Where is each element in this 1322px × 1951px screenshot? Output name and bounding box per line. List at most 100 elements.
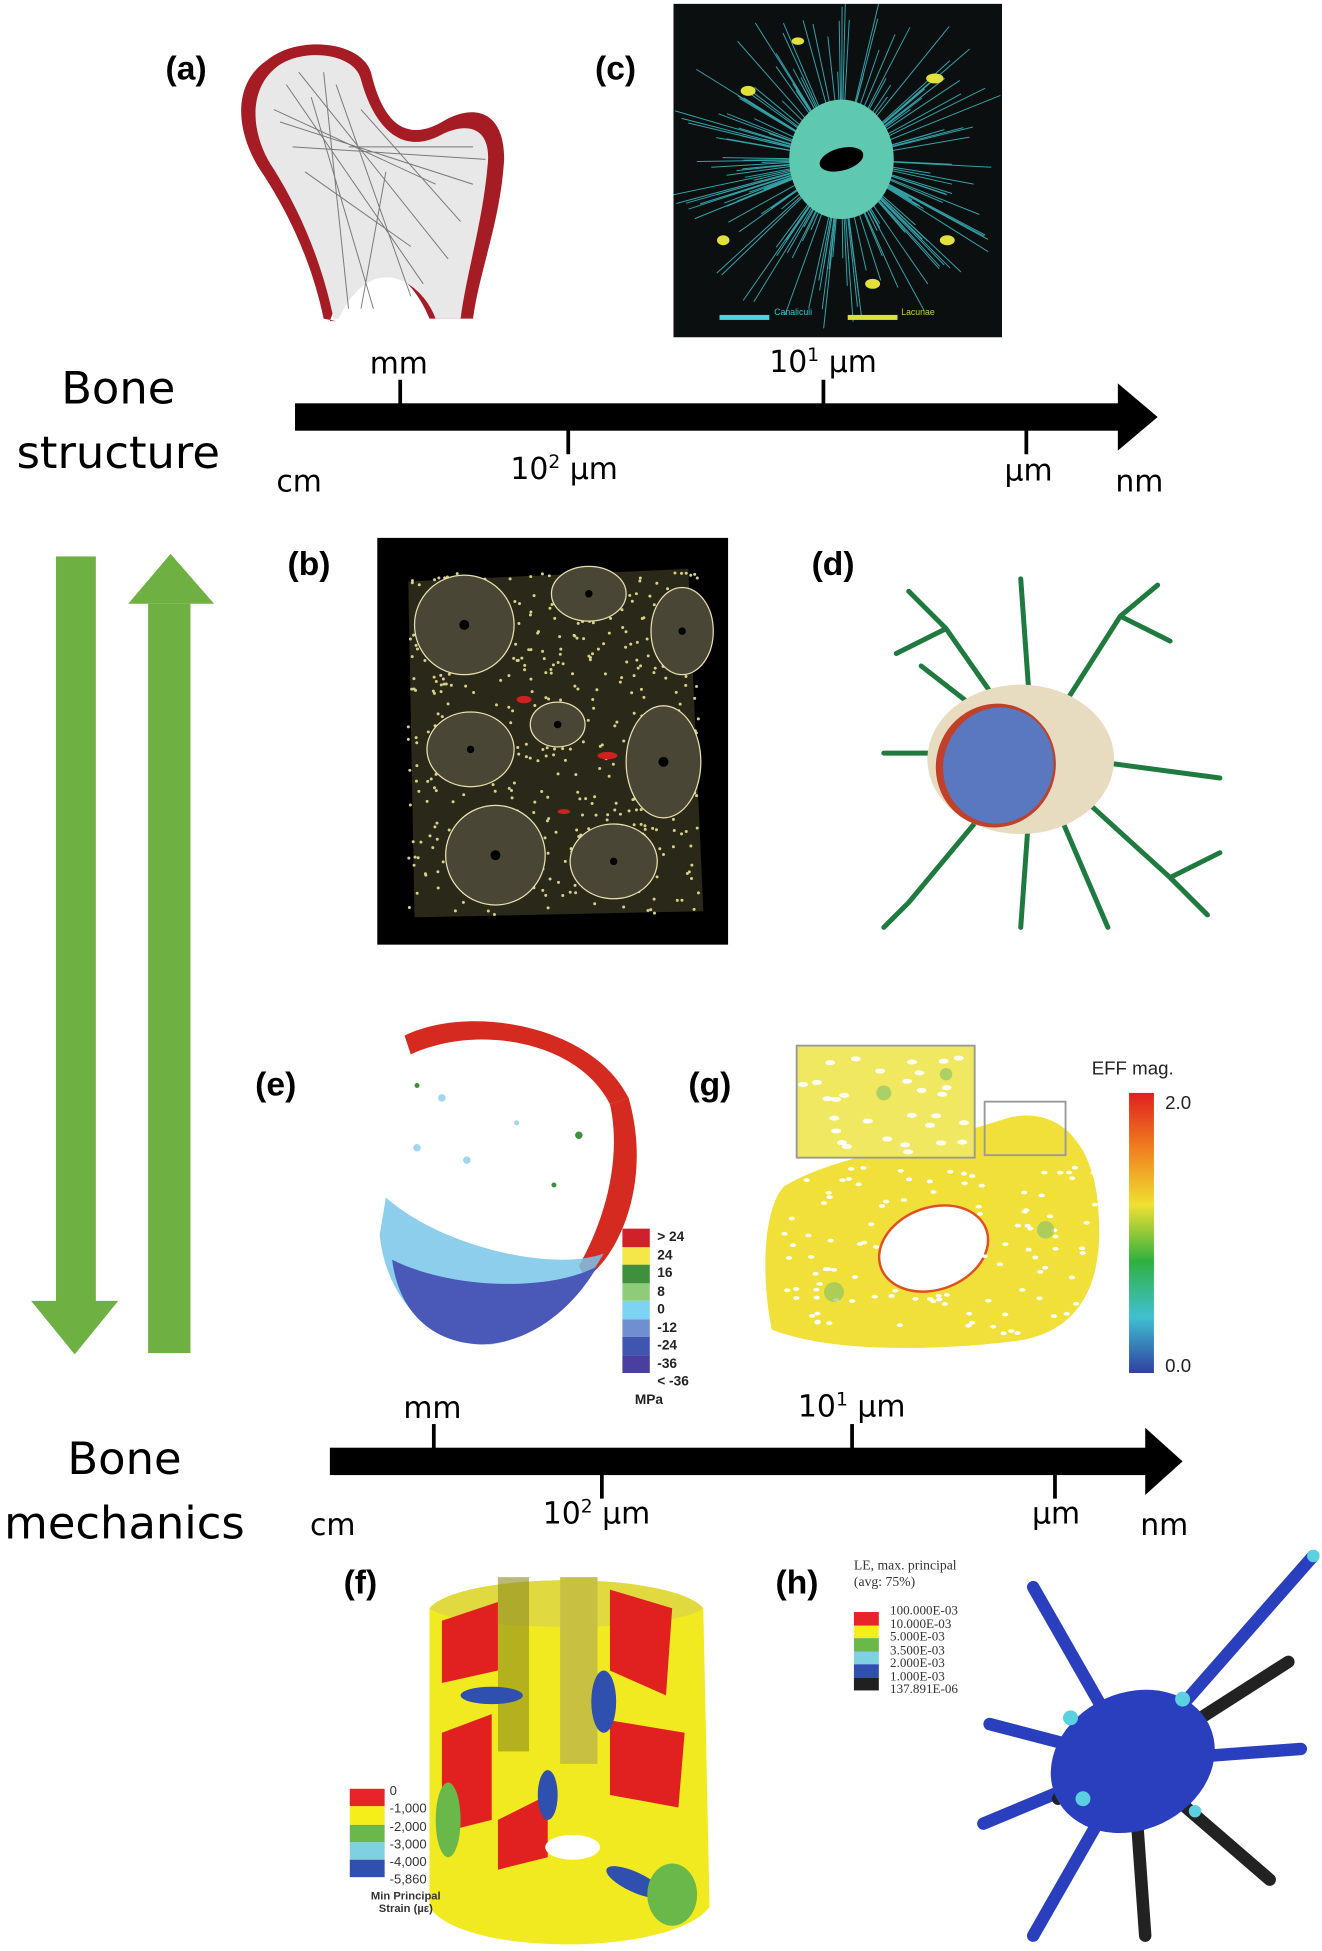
legend-swatch (853, 1664, 879, 1678)
le-legend: 100.000E-03 10.000E-03 5.000E-03 3.500E-03 2… (853, 1604, 958, 1697)
legend-tick-label: 100.000E-03 (890, 1604, 958, 1619)
legend-tick-label: -1,000 (389, 1801, 427, 1817)
legend-tick-label: -3,000 (389, 1837, 427, 1853)
canaliculi-swatch (719, 314, 770, 320)
base: 10 (510, 451, 549, 487)
legend-swatch (349, 1788, 385, 1807)
base: 10 (769, 344, 808, 380)
axis-start-cm: cm (276, 464, 322, 500)
legend-swatch (853, 1638, 879, 1652)
title-line: Min Principal (370, 1889, 441, 1902)
canaliculi-legend-label: Canaliculi (774, 308, 813, 318)
stress-legend-row: > 24 (622, 1228, 688, 1247)
bone-mechanics-title: Bone mechanics (0, 1425, 249, 1559)
lacuno-canalicular-image (673, 3, 1003, 338)
panel-label-b: (b) (287, 545, 331, 583)
legend-swatch (853, 1625, 879, 1639)
legend-swatch (349, 1806, 385, 1825)
stress-legend-row: < -36 (622, 1373, 689, 1391)
axis-end-nm: nm (1115, 464, 1164, 500)
bone-structure-title: Bone structure (0, 355, 237, 489)
unit: µm (602, 1496, 651, 1532)
stress-legend-row: 24 (622, 1246, 688, 1265)
title-line: Bone (61, 363, 176, 415)
femoral-neck-stress-image (376, 1021, 637, 1345)
legend-swatch (622, 1246, 650, 1265)
down-arrow-icon (31, 556, 119, 1355)
legend-swatch (622, 1300, 650, 1319)
title-line: mechanics (4, 1498, 245, 1550)
osteocyte-3d-image (881, 576, 1223, 930)
legend-label: -24 (657, 1338, 678, 1354)
stress-legend-row: -36 (622, 1354, 688, 1374)
lacunae-swatch (847, 314, 898, 320)
up-arrow-icon (128, 553, 215, 1354)
tick-label-um: µm (1004, 453, 1053, 488)
stress-legend-row: -24 (622, 1336, 688, 1355)
legend-label: 8 (657, 1284, 665, 1300)
legend-label: -36 (657, 1356, 678, 1372)
legend-swatch (622, 1282, 650, 1301)
exponent: 1 (807, 343, 820, 366)
legend-swatch (853, 1651, 879, 1665)
le-legend-title: LE, max. principal (avg: 75%) (854, 1558, 957, 1590)
osteocyte-fe-model-image (977, 1549, 1320, 1942)
legend-label: < -36 (657, 1374, 689, 1390)
legend-label: 16 (657, 1266, 673, 1282)
colorbar-title: EFF mag. (1091, 1058, 1174, 1080)
scale-arrow-bottom (329, 1424, 1183, 1499)
exponent: 2 (580, 1495, 593, 1518)
legend-label: -12 (657, 1320, 678, 1336)
legend-swatch (622, 1336, 650, 1355)
legend-tick-label: 3.500E-03 (890, 1643, 945, 1658)
stress-legend-row: 8 (622, 1282, 688, 1301)
stress-legend: > 24 24 16 8 0 -12 -24 -36 < -36 MPa (622, 1228, 689, 1408)
legend-tick-label: -4,000 (389, 1854, 427, 1870)
panel-label-a: (a) (165, 49, 207, 88)
title-line: LE, max. principal (853, 1558, 957, 1574)
tick-label-100um: 102 µm (543, 1495, 651, 1531)
legend-tick-label: -5,860 (389, 1872, 427, 1888)
legend-swatch (853, 1612, 879, 1626)
osteon-strain-image (765, 1044, 1100, 1348)
panel-label-e: (e) (255, 1065, 297, 1103)
legend-swatch (622, 1354, 650, 1374)
tick-label-mm: mm (403, 1390, 462, 1426)
legend-swatch (349, 1824, 385, 1843)
panel-label-d: (d) (811, 545, 855, 583)
tick-label-mm: mm (369, 346, 428, 381)
legend-label: 0 (657, 1302, 665, 1318)
strain-legend-title: Min Principal Strain (µε) (350, 1889, 462, 1914)
legend-label: 24 (657, 1248, 673, 1264)
stress-legend-row: 16 (622, 1264, 688, 1283)
axis-end-nm: nm (1140, 1507, 1189, 1543)
tick-label-um: µm (1031, 1496, 1081, 1532)
stress-legend-row: 0 (622, 1300, 688, 1319)
panel-label-g: (g) (688, 1065, 732, 1103)
stress-unit: MPa (634, 1392, 664, 1408)
unit: µm (857, 1389, 906, 1425)
panel-label-h: (h) (775, 1563, 819, 1601)
exponent: 2 (548, 450, 561, 474)
legend-swatch (622, 1228, 650, 1247)
unit: µm (828, 344, 877, 380)
legend-tick-label: 1.000E-03 (890, 1669, 945, 1684)
legend-label: > 24 (657, 1230, 685, 1246)
eff-colorbar (1129, 1092, 1154, 1374)
title-line: structure (16, 427, 220, 479)
legend-swatch (622, 1318, 650, 1337)
green-arrows (31, 553, 215, 1355)
legend-swatch (853, 1677, 879, 1691)
legend-swatch (349, 1859, 385, 1878)
unit: µm (569, 451, 618, 487)
exponent: 1 (835, 1387, 848, 1411)
title-line: (avg: 75%) (853, 1574, 916, 1590)
scale-arrow-top (295, 379, 1158, 455)
colorbar-min: 0.0 (1165, 1355, 1192, 1377)
legend-tick-label: 5.000E-03 (890, 1630, 945, 1645)
panel-label-c: (c) (595, 49, 637, 88)
strain-legend: 0 -1,000 -2,000 -3,000 -4,000 -5,860 Min Prin… (349, 1783, 462, 1914)
panel-label-f: (f) (343, 1563, 378, 1601)
legend-tick-label: -2,000 (389, 1819, 427, 1835)
